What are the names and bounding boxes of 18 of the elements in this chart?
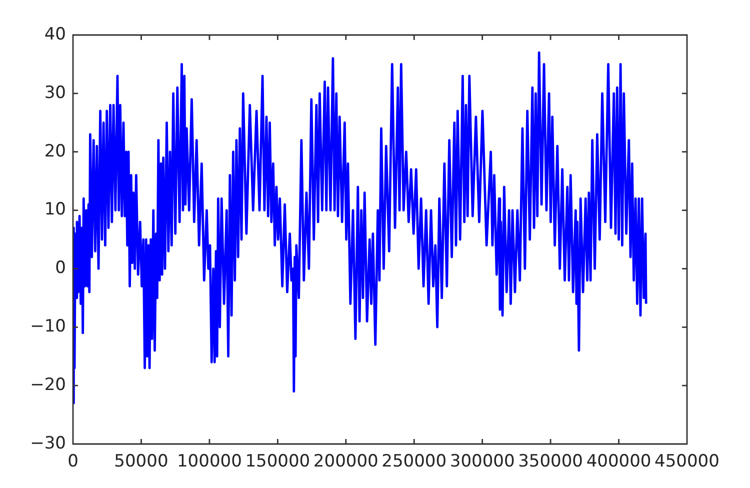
x-tick-label: 150000 [245, 452, 310, 472]
x-tick-label: 300000 [450, 452, 515, 472]
x-tick-label: 250000 [382, 452, 447, 472]
x-tick-label: 50000 [114, 452, 168, 472]
x-tick-label: 400000 [586, 452, 652, 472]
x-tick-label: 350000 [518, 452, 584, 472]
y-tick-label: 10 [44, 200, 66, 220]
y-tick-label: 20 [44, 141, 66, 162]
y-tick-label: 40 [44, 24, 66, 44]
y-tick-label: 30 [44, 82, 66, 103]
x-tick-label: 100000 [176, 452, 242, 472]
y-tick-label: −10 [30, 316, 66, 337]
x-tick-label: 0 [68, 452, 78, 472]
x-tick-label: 450000 [654, 452, 720, 472]
x-tick-label: 200000 [313, 452, 378, 472]
y-tick-label: 0 [55, 258, 66, 278]
y-tick-label: −30 [30, 433, 66, 454]
y-tick-label: −20 [30, 374, 66, 395]
